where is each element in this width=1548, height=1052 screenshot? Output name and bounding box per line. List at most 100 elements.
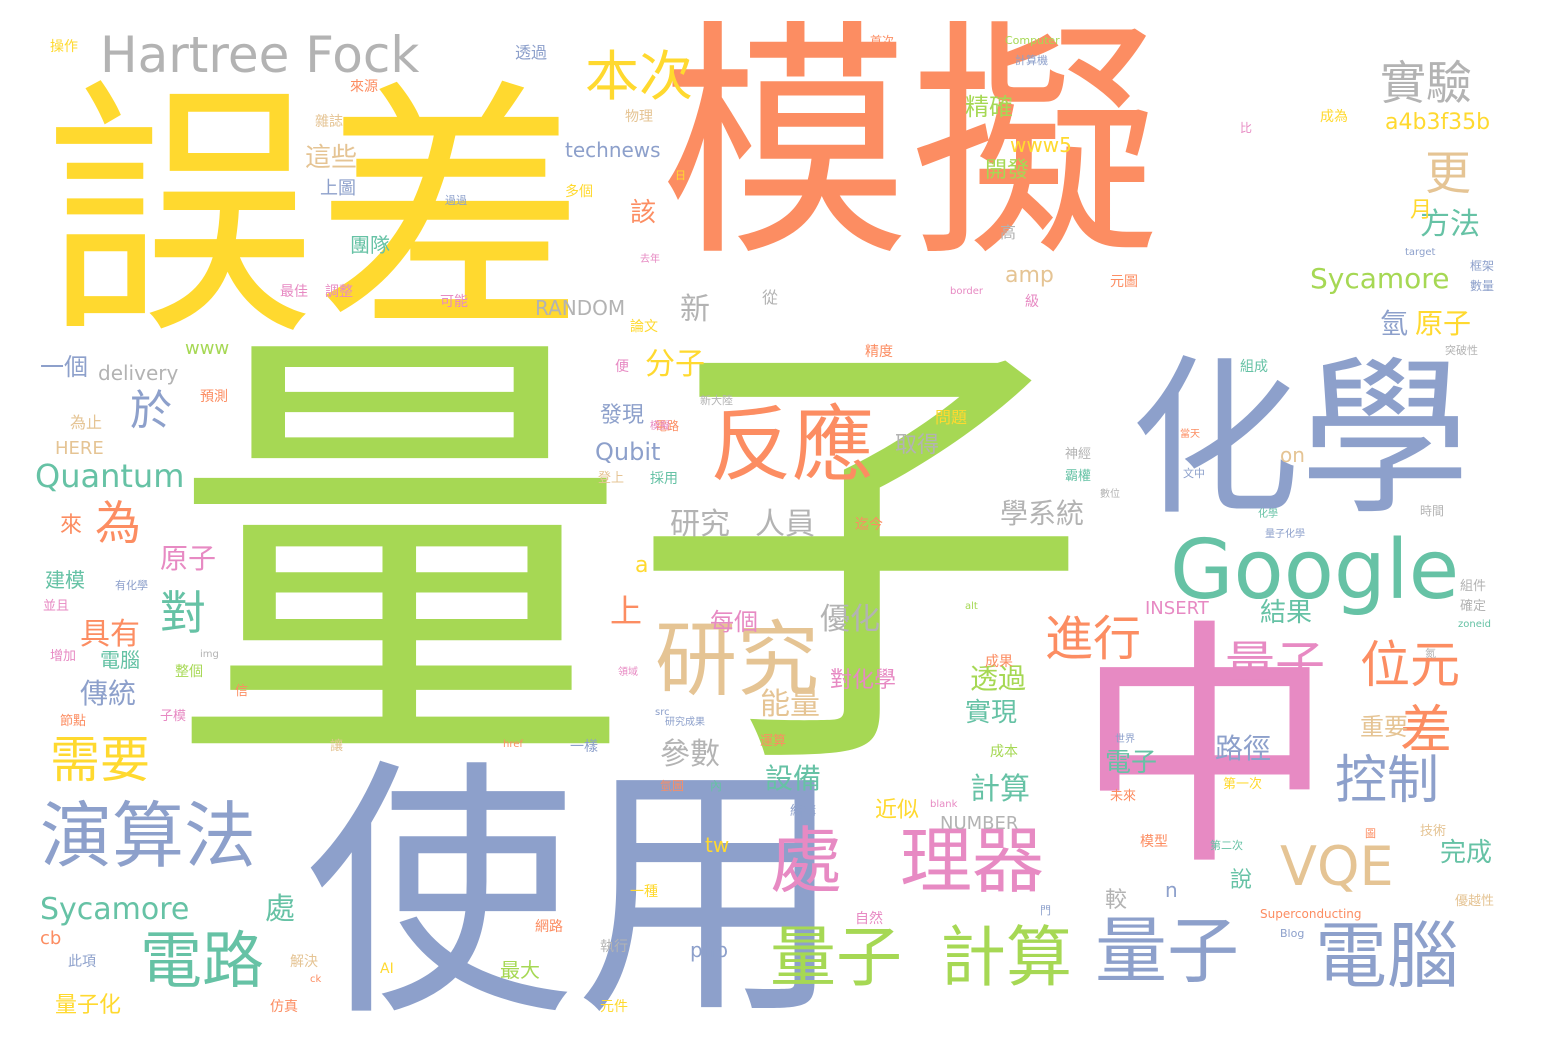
word-wenti: 問題: [935, 408, 968, 427]
word-dianzi: 電子: [1105, 748, 1158, 778]
word-liqi: 理器: [900, 819, 1045, 903]
word-jiejue: 解決: [290, 954, 318, 970]
word-yanjiu: 研究: [655, 613, 820, 708]
word-xuexitong: 學系統: [1000, 497, 1085, 530]
word-liangzi-3: 量子: [1095, 909, 1240, 993]
word-moni: 模擬: [660, 0, 1160, 290]
word-yiyang: 一樣: [570, 739, 598, 755]
word-rang: 讓: [330, 739, 344, 754]
word-xin: 新: [680, 292, 710, 327]
word-faxian: 發現: [600, 403, 645, 428]
word-benci: 本次: [585, 45, 693, 108]
word-kaifa: 開發: [985, 158, 1030, 183]
word-shijian: 時間: [1420, 504, 1445, 518]
word-juyou: 具有: [80, 617, 140, 652]
word-ck: ck: [310, 974, 322, 985]
word-zhexie: 這些: [305, 143, 358, 173]
word-random: RANDOM: [535, 296, 626, 320]
word-keneng: 可能: [440, 294, 468, 310]
word-dianlu: 電路: [140, 924, 265, 997]
word-zoneid: zoneid: [1458, 619, 1491, 630]
word-jinsi: 近似: [875, 798, 920, 823]
word-jiedian: 節點: [60, 714, 87, 729]
word-border: border: [950, 286, 984, 297]
word-bian: 便: [615, 359, 629, 375]
word-n: n: [1165, 878, 1178, 902]
word-shuliang: 數量: [1470, 279, 1495, 293]
word-zuida: 最大: [500, 958, 540, 982]
word-guoguo: 過過: [445, 194, 467, 207]
word-jinxing: 進行: [1045, 611, 1142, 667]
word-laiyuan: 來源: [350, 79, 378, 95]
word-zhongyao: 重要: [1360, 713, 1408, 741]
word-jiao: 較: [1105, 888, 1128, 913]
word-dierci: 第二次: [1210, 839, 1243, 852]
word-amp: amp: [1005, 263, 1054, 288]
word-wenzhong: 文中: [1183, 467, 1205, 480]
word-jingdu: 精度: [865, 344, 893, 360]
word-zhixing: 執行: [600, 939, 628, 955]
word-shuo: 說: [1230, 868, 1253, 893]
word-img: img: [200, 649, 219, 660]
word-liangzi-4: 量子: [1225, 636, 1325, 694]
word-jisuan-2: 計算: [970, 772, 1030, 807]
word-lai: 來: [60, 513, 83, 538]
word-google: Google: [1170, 523, 1460, 618]
word-jishu: 技術: [1420, 824, 1447, 839]
word-diannao: 電腦: [1315, 914, 1460, 998]
word-liangzi-main: 量子: [170, 292, 1090, 827]
word-caiyong: 採用: [650, 471, 678, 487]
word-queding: 確定: [1460, 599, 1487, 614]
word-ziran: 自然: [855, 911, 883, 927]
word-fangfa: 方法: [1420, 207, 1480, 242]
word-qude: 取得: [895, 433, 940, 458]
word-blank: blank: [930, 799, 958, 810]
word-moxing: 模型: [1140, 834, 1168, 850]
word-baquan: 霸權: [1065, 469, 1092, 484]
word-duihuaxue: 對化學: [830, 668, 897, 693]
word-bingqie: 並且: [43, 599, 70, 614]
word-www5: www5: [1010, 133, 1072, 157]
word-lunwen: 論文: [630, 319, 658, 335]
word-cha: 差: [1400, 701, 1453, 761]
word-number: NUMBER: [940, 813, 1019, 834]
word-weilai: 未來: [1110, 789, 1137, 804]
word-shixian: 實現: [965, 698, 1018, 728]
word-yu: 於: [130, 386, 173, 435]
word-target: target: [1405, 247, 1436, 258]
word-wanglu: 網路: [535, 919, 563, 935]
word-href: href: [503, 739, 523, 750]
word-ai: AI: [380, 961, 394, 977]
word-yanjiu-2: 研究: [670, 507, 730, 542]
word-liangzihuaxue: 量子化學: [1265, 529, 1305, 540]
word-liangzi-2: 量子: [770, 919, 902, 996]
word-jisuanji: 計算機: [1015, 54, 1048, 67]
word-dui: 對: [160, 586, 206, 640]
word-diyici: 第一次: [1223, 777, 1263, 792]
word-yanjiuchengguo: 研究成果: [665, 717, 705, 728]
word-youhua: 優化: [820, 602, 880, 637]
word-xindalu: 新大陸: [700, 394, 733, 407]
word-huaxue: 化學: [1130, 341, 1471, 539]
word-zimo: 子模: [160, 709, 187, 724]
word-ri: 日: [675, 169, 686, 182]
word-zazhi: 雜誌: [315, 114, 343, 130]
word-cong: 從: [762, 288, 779, 307]
word-here: HERE: [55, 438, 104, 459]
word-chengben: 成本: [990, 744, 1018, 760]
word-renyuan: 人員: [755, 507, 815, 542]
word-gao: 高: [1000, 223, 1017, 242]
word-shiyan: 實驗: [1380, 56, 1472, 110]
word-geng: 更: [1425, 146, 1471, 200]
word-moni-2: 模擬: [650, 421, 670, 432]
word-tu: 圖: [1365, 827, 1376, 840]
word-ji: 級: [1025, 294, 1039, 310]
word-chu-2: 處: [265, 892, 295, 927]
word-zuijia: 最佳: [280, 284, 308, 300]
word-www: www: [185, 338, 230, 359]
word-canshu: 參數: [660, 737, 720, 772]
word-chu: 處: [770, 819, 843, 903]
word-shang: 上: [610, 592, 643, 630]
word-tuandui: 團隊: [350, 233, 390, 257]
word-wei: 為: [95, 496, 141, 550]
